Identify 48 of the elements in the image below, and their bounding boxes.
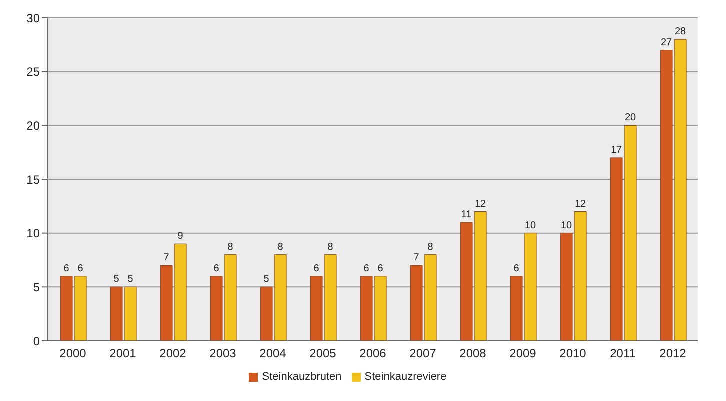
data-label: 6 xyxy=(378,263,384,274)
data-label: 5 xyxy=(114,274,120,286)
data-label: 8 xyxy=(428,242,434,253)
y-tick-label: 30 xyxy=(26,11,40,26)
data-label: 8 xyxy=(328,242,334,253)
legend-label: Steinkauzreviere xyxy=(364,371,447,383)
x-tick-label: 2009 xyxy=(510,346,537,361)
x-tick-label: 2003 xyxy=(210,346,237,361)
data-label: 12 xyxy=(574,198,586,210)
y-tick-label: 10 xyxy=(26,226,40,241)
y-tick-label: 25 xyxy=(26,65,40,80)
data-label: 7 xyxy=(414,252,420,264)
data-label: 8 xyxy=(228,242,234,253)
data-label: 6 xyxy=(314,263,320,274)
data-label: 10 xyxy=(524,220,536,232)
x-tick-label: 2011 xyxy=(610,346,636,361)
data-label: 6 xyxy=(78,263,84,274)
data-label: 5 xyxy=(264,274,270,286)
y-tick-label: 15 xyxy=(26,172,40,187)
x-tick-label: 2005 xyxy=(310,346,337,361)
x-tick-label: 2006 xyxy=(360,346,387,361)
data-label: 28 xyxy=(674,26,686,38)
x-tick-label: 2000 xyxy=(60,346,87,361)
x-tick-label: 2007 xyxy=(410,346,437,361)
data-label: 27 xyxy=(660,37,672,48)
data-label: 17 xyxy=(610,144,622,156)
x-tick-label: 2001 xyxy=(110,346,137,361)
y-tick-label: 5 xyxy=(33,280,40,294)
x-tick-label: 2002 xyxy=(160,346,187,361)
legend-label: Steinkauzbruten xyxy=(262,371,342,383)
data-label: 7 xyxy=(164,252,170,264)
data-label: 12 xyxy=(474,198,486,210)
data-label: 20 xyxy=(624,112,636,124)
x-tick-label: 2004 xyxy=(260,346,287,361)
data-label: 10 xyxy=(560,220,572,232)
x-tick-label: 2012 xyxy=(660,346,687,361)
y-tick-label: 20 xyxy=(26,118,40,133)
data-label: 6 xyxy=(514,263,520,274)
data-label: 6 xyxy=(364,263,370,274)
data-label: 11 xyxy=(461,210,472,221)
x-tick-label: 2008 xyxy=(460,346,487,361)
data-label: 6 xyxy=(214,263,220,274)
y-tick-label: 0 xyxy=(33,334,40,348)
data-label: 9 xyxy=(178,231,184,242)
x-tick-label: 2010 xyxy=(560,346,587,361)
data-label: 5 xyxy=(128,274,134,286)
data-label: 8 xyxy=(278,242,284,253)
data-label: 6 xyxy=(64,263,70,274)
